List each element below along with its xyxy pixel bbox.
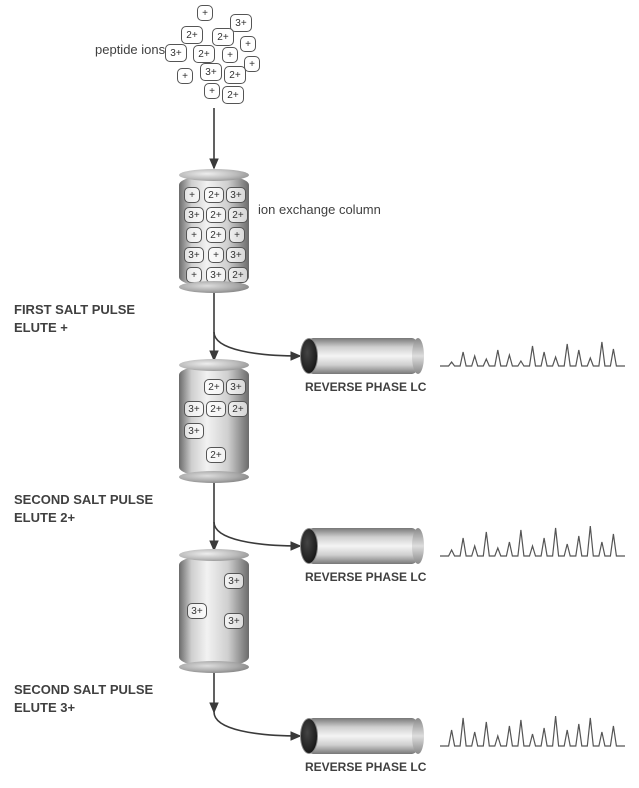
reverse-phase-pipe-2 — [305, 528, 420, 564]
label-pulse2-line1: SECOND SALT PULSE — [14, 492, 153, 507]
column-ion-2plus: 2+ — [204, 187, 224, 203]
arrows-svg — [0, 0, 639, 788]
label-peptide-ions: peptide ions — [95, 42, 165, 57]
label-pulse1-line2: ELUTE + — [14, 320, 68, 335]
column-ion-plus: + — [229, 227, 245, 243]
ion-2plus: 2+ — [224, 66, 246, 84]
label-pulse1-line1: FIRST SALT PULSE — [14, 302, 135, 317]
column-ion-3plus: 3+ — [184, 401, 204, 417]
column-ion-plus: + — [184, 187, 200, 203]
column-ion-2plus: 2+ — [228, 267, 248, 283]
column-ion-2plus: 2+ — [228, 207, 248, 223]
column-ion-3plus: 3+ — [226, 379, 246, 395]
column-ion-3plus: 3+ — [184, 423, 204, 439]
column-ion-2plus: 2+ — [228, 401, 248, 417]
ion-plus: + — [204, 83, 220, 99]
column-ion-2plus: 2+ — [206, 447, 226, 463]
ion-3plus: 3+ — [200, 63, 222, 81]
column-ion-plus: + — [186, 267, 202, 283]
chromatogram-1 — [440, 318, 625, 368]
column-ion-3plus: 3+ — [224, 573, 244, 589]
column-ion-3plus: 3+ — [206, 267, 226, 283]
ion-2plus: 2+ — [181, 26, 203, 44]
column-ion-3plus: 3+ — [184, 247, 204, 263]
ion-2plus: 2+ — [193, 45, 215, 63]
label-pulse3-line2: ELUTE 3+ — [14, 700, 75, 715]
column-ion-plus: + — [208, 247, 224, 263]
column-ion-3plus: 3+ — [224, 613, 244, 629]
label-rplc-2: REVERSE PHASE LC — [305, 570, 426, 584]
reverse-phase-pipe-3 — [305, 718, 420, 754]
ion-3plus: 3+ — [165, 44, 187, 62]
reverse-phase-pipe-1 — [305, 338, 420, 374]
ion-exchange-column-1: +2+3+3+2+2++2++3++3++3+2+ — [179, 175, 249, 287]
ion-plus: + — [222, 47, 238, 63]
column-ion-2plus: 2+ — [206, 227, 226, 243]
column-ion-plus: + — [186, 227, 202, 243]
ion-exchange-column-3: 3+ 3+ 3+ — [179, 555, 249, 667]
label-rplc-1: REVERSE PHASE LC — [305, 380, 426, 394]
column-ion-3plus: 3+ — [226, 187, 246, 203]
label-pulse3-line1: SECOND SALT PULSE — [14, 682, 153, 697]
ion-plus: + — [177, 68, 193, 84]
label-rplc-3: REVERSE PHASE LC — [305, 760, 426, 774]
column-ion-3plus: 3+ — [187, 603, 207, 619]
ion-3plus: 3+ — [230, 14, 252, 32]
ion-plus: + — [240, 36, 256, 52]
ion-plus: + — [244, 56, 260, 72]
label-pulse2-line2: ELUTE 2+ — [14, 510, 75, 525]
column-ion-2plus: 2+ — [206, 401, 226, 417]
column-ion-2plus: 2+ — [206, 207, 226, 223]
ion-plus: + — [197, 5, 213, 21]
chromatogram-3 — [440, 698, 625, 748]
label-iex-column: ion exchange column — [258, 202, 381, 217]
column-ion-3plus: 3+ — [226, 247, 246, 263]
chromatogram-2 — [440, 508, 625, 558]
ion-2plus: 2+ — [212, 28, 234, 46]
ion-2plus: 2+ — [222, 86, 244, 104]
ion-exchange-column-2: 2+3+3+2+2+3+2+ — [179, 365, 249, 477]
column-ion-2plus: 2+ — [204, 379, 224, 395]
column-ion-3plus: 3+ — [184, 207, 204, 223]
